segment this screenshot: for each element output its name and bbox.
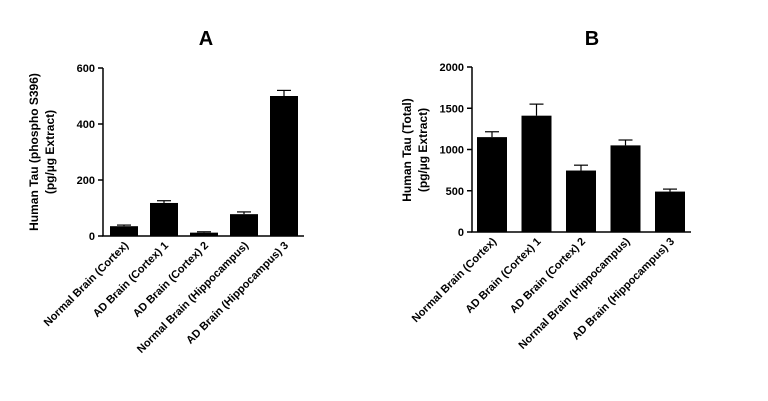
bar-b xyxy=(610,145,641,232)
y-axis-label-a-line2: (pg/µg Extract) xyxy=(43,110,57,194)
y-axis-label-b-line2: (pg/µg Extract) xyxy=(416,108,430,192)
y-tick-label-a: 200 xyxy=(77,175,95,187)
panel-letter-b: B xyxy=(585,28,599,50)
bar-b xyxy=(521,115,552,232)
y-tick-label-b: 2000 xyxy=(440,62,464,74)
chart-panel-b: B Human Tau (Total) (pg/µg Extract) 0 500… xyxy=(400,28,691,352)
chart-panel-a: A Human Tau (phospho S396) (pg/µg Extrac… xyxy=(27,28,304,356)
bar-b xyxy=(477,137,507,232)
bar-a xyxy=(230,214,258,236)
bar-a xyxy=(110,226,138,236)
y-tick-label-a: 0 xyxy=(89,231,95,243)
panel-letter-a: A xyxy=(199,28,213,50)
y-tick-label-b: 1000 xyxy=(440,145,464,157)
bar-b xyxy=(655,191,685,232)
x-category-label-a: AD Brain (Cortex) 1 xyxy=(91,240,171,320)
bar-b xyxy=(566,170,596,232)
y-tick-label-a: 600 xyxy=(77,63,95,75)
y-tick-label-b: 500 xyxy=(446,186,464,198)
y-axis-label-a: Human Tau (phospho S396) (pg/µg Extract) xyxy=(27,73,57,231)
bar-a xyxy=(270,96,298,236)
y-axis-label-a-line1: Human Tau (phospho S396) xyxy=(27,73,41,231)
y-tick-label-b: 1500 xyxy=(440,103,464,115)
bar-a xyxy=(150,202,178,236)
y-axis-label-b: Human Tau (Total) (pg/µg Extract) xyxy=(400,98,430,202)
x-category-label-a: AD Brain (Cortex) 2 xyxy=(131,240,211,320)
y-axis-label-b-line1: Human Tau (Total) xyxy=(400,98,414,202)
bar-a xyxy=(190,232,218,236)
y-tick-label-b: 0 xyxy=(458,227,464,239)
x-category-label-b: AD Brain (Cortex) 2 xyxy=(508,236,588,316)
x-category-label-b: Normal Brain (Cortex) xyxy=(410,235,500,325)
y-tick-label-a: 400 xyxy=(77,119,95,131)
x-category-label-b: AD Brain (Cortex) 1 xyxy=(463,236,543,316)
